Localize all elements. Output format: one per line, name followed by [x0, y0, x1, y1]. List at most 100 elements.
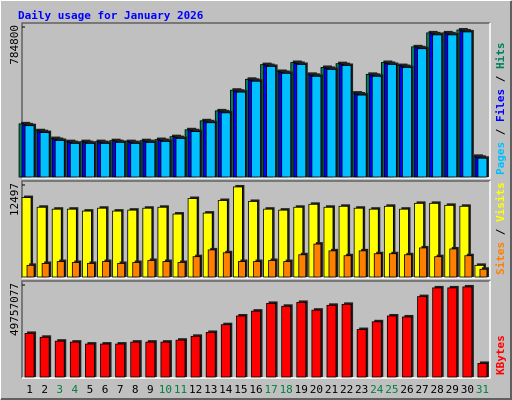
- x-tick-label: 4: [72, 383, 79, 396]
- bar: [444, 204, 455, 278]
- bar: [172, 213, 183, 278]
- legend: Pages / Files / Hits: [494, 43, 507, 176]
- bar: [21, 197, 32, 278]
- x-tick-label: 19: [295, 383, 308, 396]
- bar: [157, 206, 168, 278]
- x-tick-label: 14: [219, 383, 233, 396]
- bar: [187, 198, 198, 278]
- bar: [432, 287, 443, 378]
- bar: [132, 262, 141, 278]
- bar: [404, 254, 412, 278]
- bar: [402, 67, 412, 178]
- bar: [313, 243, 322, 278]
- bar: [417, 296, 427, 378]
- bar: [296, 64, 307, 178]
- bar: [112, 210, 123, 278]
- bar: [338, 205, 349, 278]
- bar: [281, 305, 292, 378]
- bar: [371, 321, 382, 378]
- bar: [162, 261, 171, 278]
- bar: [238, 261, 246, 278]
- bar: [323, 206, 334, 278]
- bar: [217, 200, 228, 278]
- bar: [326, 69, 337, 178]
- bar: [248, 201, 258, 278]
- x-tick-label: 8: [132, 383, 139, 396]
- bar: [66, 208, 77, 278]
- x-tick-label: 10: [159, 383, 172, 396]
- bar: [447, 34, 458, 178]
- bar: [293, 206, 304, 278]
- bar: [147, 260, 156, 278]
- bar: [236, 91, 246, 178]
- bar: [296, 302, 307, 378]
- bar: [432, 34, 443, 178]
- bar: [477, 157, 488, 178]
- bar: [190, 335, 201, 378]
- bar: [326, 304, 337, 378]
- bar: [97, 207, 107, 278]
- legend-entry: Visits: [494, 182, 507, 222]
- bar: [115, 142, 126, 178]
- bar: [24, 125, 35, 178]
- bar: [462, 286, 473, 378]
- bar: [479, 268, 488, 278]
- x-tick-label: 27: [415, 383, 428, 396]
- bar: [142, 207, 153, 278]
- panel-bevel-light: [22, 181, 491, 279]
- panel-bevel-dark: [21, 280, 490, 378]
- x-tick-label: 20: [310, 383, 323, 396]
- bar: [100, 143, 110, 178]
- bar: [160, 141, 171, 178]
- x-tick-label: 13: [204, 383, 217, 396]
- bar: [388, 253, 397, 278]
- bar: [71, 262, 80, 278]
- chart-title: Daily usage for January 2026: [18, 9, 204, 22]
- bar: [447, 287, 458, 378]
- bar: [100, 343, 110, 378]
- bar: [278, 209, 289, 278]
- bar: [222, 252, 231, 278]
- bar: [449, 248, 458, 278]
- bar: [311, 75, 322, 178]
- bar: [386, 315, 397, 378]
- bar: [130, 341, 141, 378]
- x-tick-label: 2: [41, 383, 48, 396]
- x-tick-label: 22: [340, 383, 353, 396]
- x-tick-label: 30: [461, 383, 474, 396]
- bar: [266, 66, 276, 178]
- bar: [464, 255, 473, 278]
- bar: [220, 324, 231, 378]
- bar: [207, 249, 216, 278]
- bar: [54, 340, 65, 378]
- bar: [145, 341, 156, 378]
- bar: [251, 80, 261, 178]
- bar: [130, 143, 141, 178]
- x-tick-label: 12: [189, 383, 202, 396]
- bar: [205, 332, 216, 378]
- bar: [85, 343, 95, 378]
- bar: [268, 260, 276, 278]
- bar: [236, 315, 246, 378]
- bar: [36, 206, 47, 278]
- bar: [356, 329, 367, 378]
- legend-entry: KBytes: [494, 335, 507, 375]
- x-tick-label: 24: [370, 383, 384, 396]
- legend-separator: /: [494, 222, 507, 242]
- bar: [341, 303, 352, 378]
- bar: [39, 336, 50, 378]
- panel-bevel-light: [22, 281, 491, 379]
- bar: [220, 112, 231, 178]
- bar: [175, 339, 186, 378]
- bar: [434, 256, 443, 278]
- bar: [343, 255, 352, 278]
- bar: [56, 261, 65, 278]
- bar: [87, 263, 95, 278]
- x-tick-label: 28: [431, 383, 444, 396]
- x-tick-label: 9: [147, 383, 154, 396]
- x-tick-label: 7: [117, 383, 124, 396]
- bar: [69, 341, 80, 378]
- bar: [368, 208, 379, 278]
- bar: [477, 363, 488, 378]
